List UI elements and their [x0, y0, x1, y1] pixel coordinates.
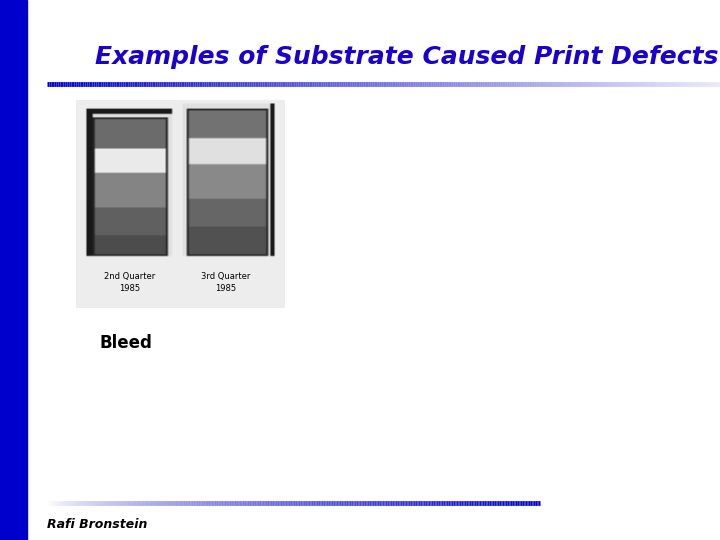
Bar — [0, 0, 27, 540]
Text: Rafi Bronstein: Rafi Bronstein — [47, 518, 147, 531]
Text: 1985: 1985 — [120, 284, 140, 293]
Text: Bleed: Bleed — [99, 334, 153, 352]
Text: 3rd Quarter: 3rd Quarter — [202, 272, 251, 281]
Text: Examples of Substrate Caused Print Defects: Examples of Substrate Caused Print Defec… — [95, 45, 719, 69]
Text: 2nd Quarter: 2nd Quarter — [104, 272, 156, 281]
Text: 1985: 1985 — [215, 284, 236, 293]
